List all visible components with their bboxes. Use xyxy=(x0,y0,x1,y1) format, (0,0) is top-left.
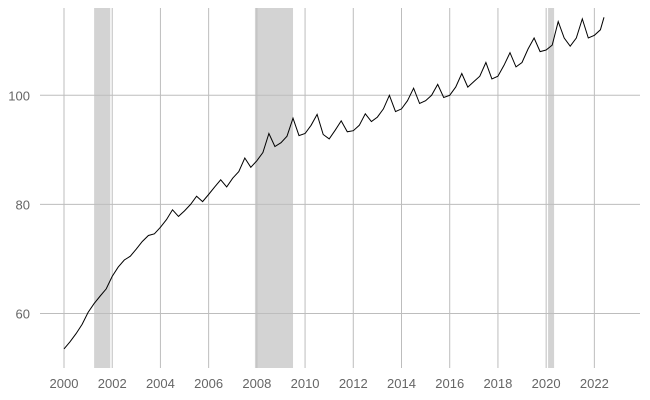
recession-bands xyxy=(94,8,555,368)
y-tick-label-60: 60 xyxy=(16,306,30,321)
x-tick-label-2016: 2016 xyxy=(435,376,464,391)
x-tick-label-2014: 2014 xyxy=(387,376,416,391)
recession-band-3 xyxy=(548,8,555,368)
x-tick-label-2002: 2002 xyxy=(98,376,127,391)
x-tick-label-2004: 2004 xyxy=(146,376,175,391)
x-tick-label-2010: 2010 xyxy=(291,376,320,391)
x-tick-label-2008: 2008 xyxy=(242,376,271,391)
series-line xyxy=(63,17,605,350)
x-tick-label-2020: 2020 xyxy=(532,376,561,391)
y-tick-label-80: 80 xyxy=(16,197,30,212)
x-tick-label-2012: 2012 xyxy=(339,376,368,391)
x-tick-label-2006: 2006 xyxy=(194,376,223,391)
y-axis-ticks: 60 80 100 xyxy=(8,88,30,321)
series-layer xyxy=(63,17,605,350)
x-tick-label-2018: 2018 xyxy=(483,376,512,391)
grid-lines xyxy=(40,8,640,368)
x-tick-label-2022: 2022 xyxy=(580,376,609,391)
recession-band-2 xyxy=(254,8,294,368)
x-axis-ticks: 2000 2002 2004 2006 2008 2010 2012 2014 2016 2018… xyxy=(50,376,609,391)
x-tick-label-2000: 2000 xyxy=(50,376,79,391)
recession-band-1 xyxy=(94,8,111,368)
y-tick-label-100: 100 xyxy=(8,88,30,103)
